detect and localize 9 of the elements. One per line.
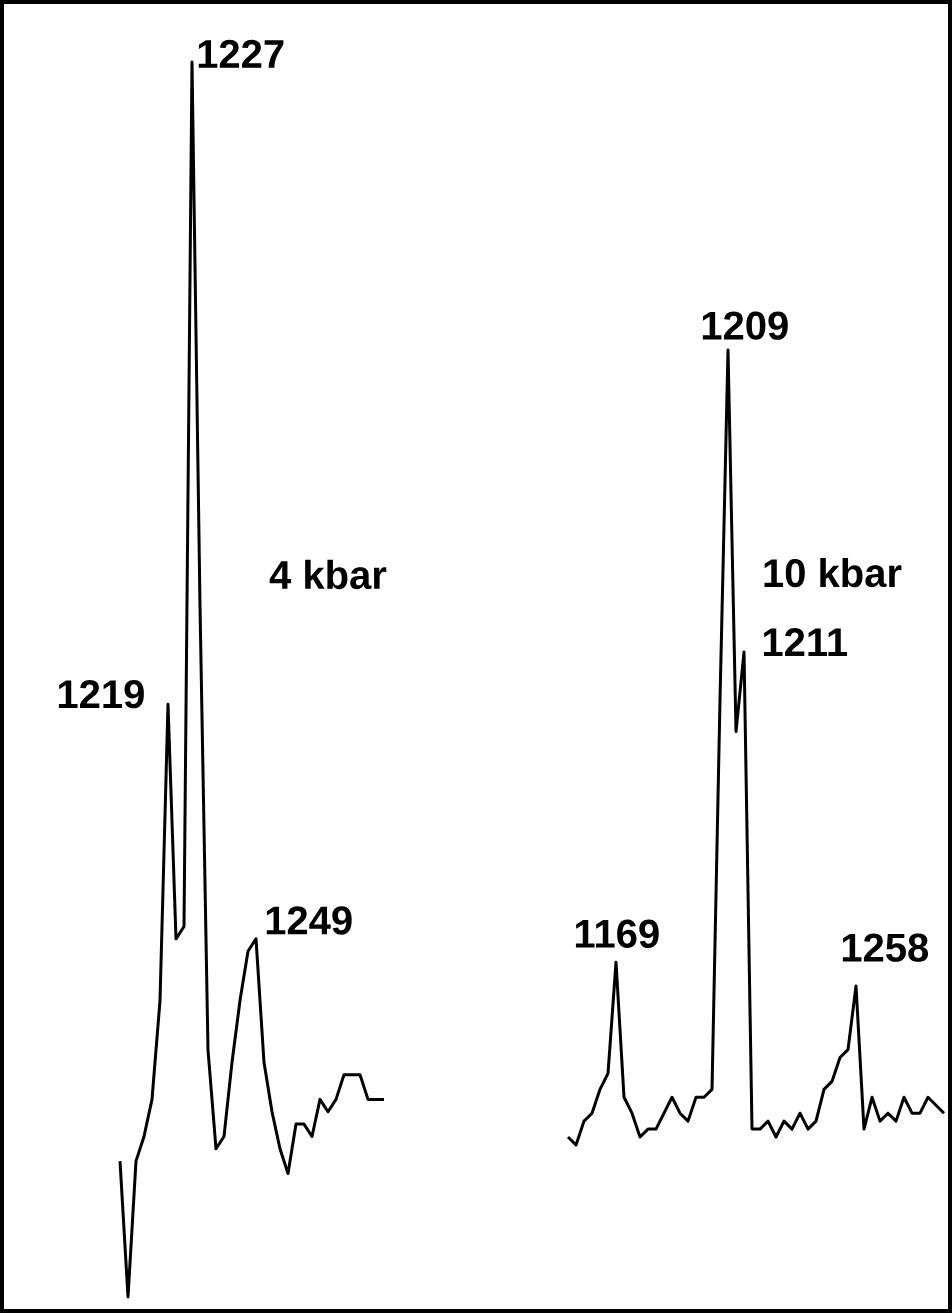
annotation: 1227 (198, 39, 284, 68)
annotation: 1249 (266, 906, 352, 935)
annotation: 1169 (575, 919, 659, 948)
text: 1209 (702, 311, 788, 340)
annotation: 1219 (58, 680, 144, 709)
series-label: 4 kbar (269, 559, 387, 590)
series-label: 10 kbar (764, 557, 902, 588)
annotation: 1211 (763, 628, 848, 657)
annotation: 1258 (842, 933, 929, 962)
